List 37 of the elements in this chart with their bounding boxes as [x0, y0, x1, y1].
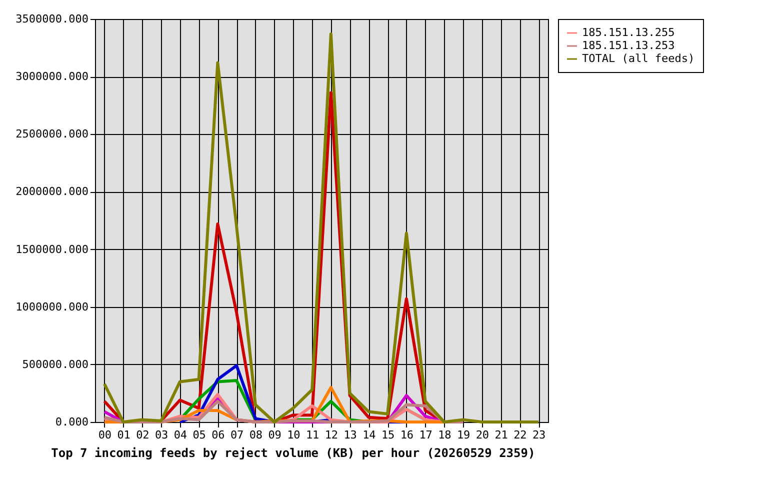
x-tick-label: 00 [98, 428, 112, 442]
y-tick-label: 0.000 [55, 416, 88, 428]
y-tick-label: 1000000.000 [16, 300, 88, 314]
x-tick-label: 02 [136, 428, 150, 442]
x-tick-label: 01 [117, 428, 130, 442]
x-tick-label: 06 [212, 428, 225, 442]
legend-label: 185.151.13.253 [582, 39, 675, 52]
x-tick-label: 23 [532, 428, 546, 442]
y-tick-label: 1500000.000 [16, 242, 88, 256]
y-tick-label: 500000.000 [22, 358, 88, 371]
y-tick-label: 3000000.000 [16, 70, 88, 84]
x-tick-label: 22 [514, 428, 527, 442]
x-tick-label: 12 [324, 428, 338, 442]
x-tick-label: 21 [494, 428, 508, 442]
y-tick-label: 3500000.000 [16, 12, 88, 26]
legend-label: 185.151.13.255 [582, 26, 675, 39]
x-tick-label: 03 [154, 428, 168, 442]
x-tick-label: 04 [174, 428, 188, 442]
x-tick-label: 10 [287, 428, 300, 442]
x-tick-label: 13 [344, 428, 357, 442]
x-tick-label: 20 [476, 428, 490, 442]
x-tick-label: 05 [192, 428, 206, 442]
y-tick-label: 2000000.000 [16, 185, 88, 198]
x-tick-label: 14 [362, 428, 376, 442]
line-series [102, 32, 540, 424]
legend-label: TOTAL (all feeds) [582, 52, 695, 65]
x-tick-label: 11 [306, 428, 320, 442]
x-tick-label: 17 [419, 428, 432, 442]
x-tick-label: 16 [400, 428, 414, 442]
x-tick-label: 19 [456, 428, 470, 442]
x-tick-label: 18 [438, 428, 452, 442]
x-tick-label: 15 [381, 428, 395, 442]
y-tick-label: 2500000.000 [16, 128, 88, 141]
x-tick-label: 08 [249, 428, 263, 442]
x-tick-label: 07 [230, 428, 244, 442]
text: Top 7 incoming feeds by reject volume (KB) per hour (20260529 2359) [51, 446, 536, 460]
x-tick-label: 09 [268, 428, 282, 442]
